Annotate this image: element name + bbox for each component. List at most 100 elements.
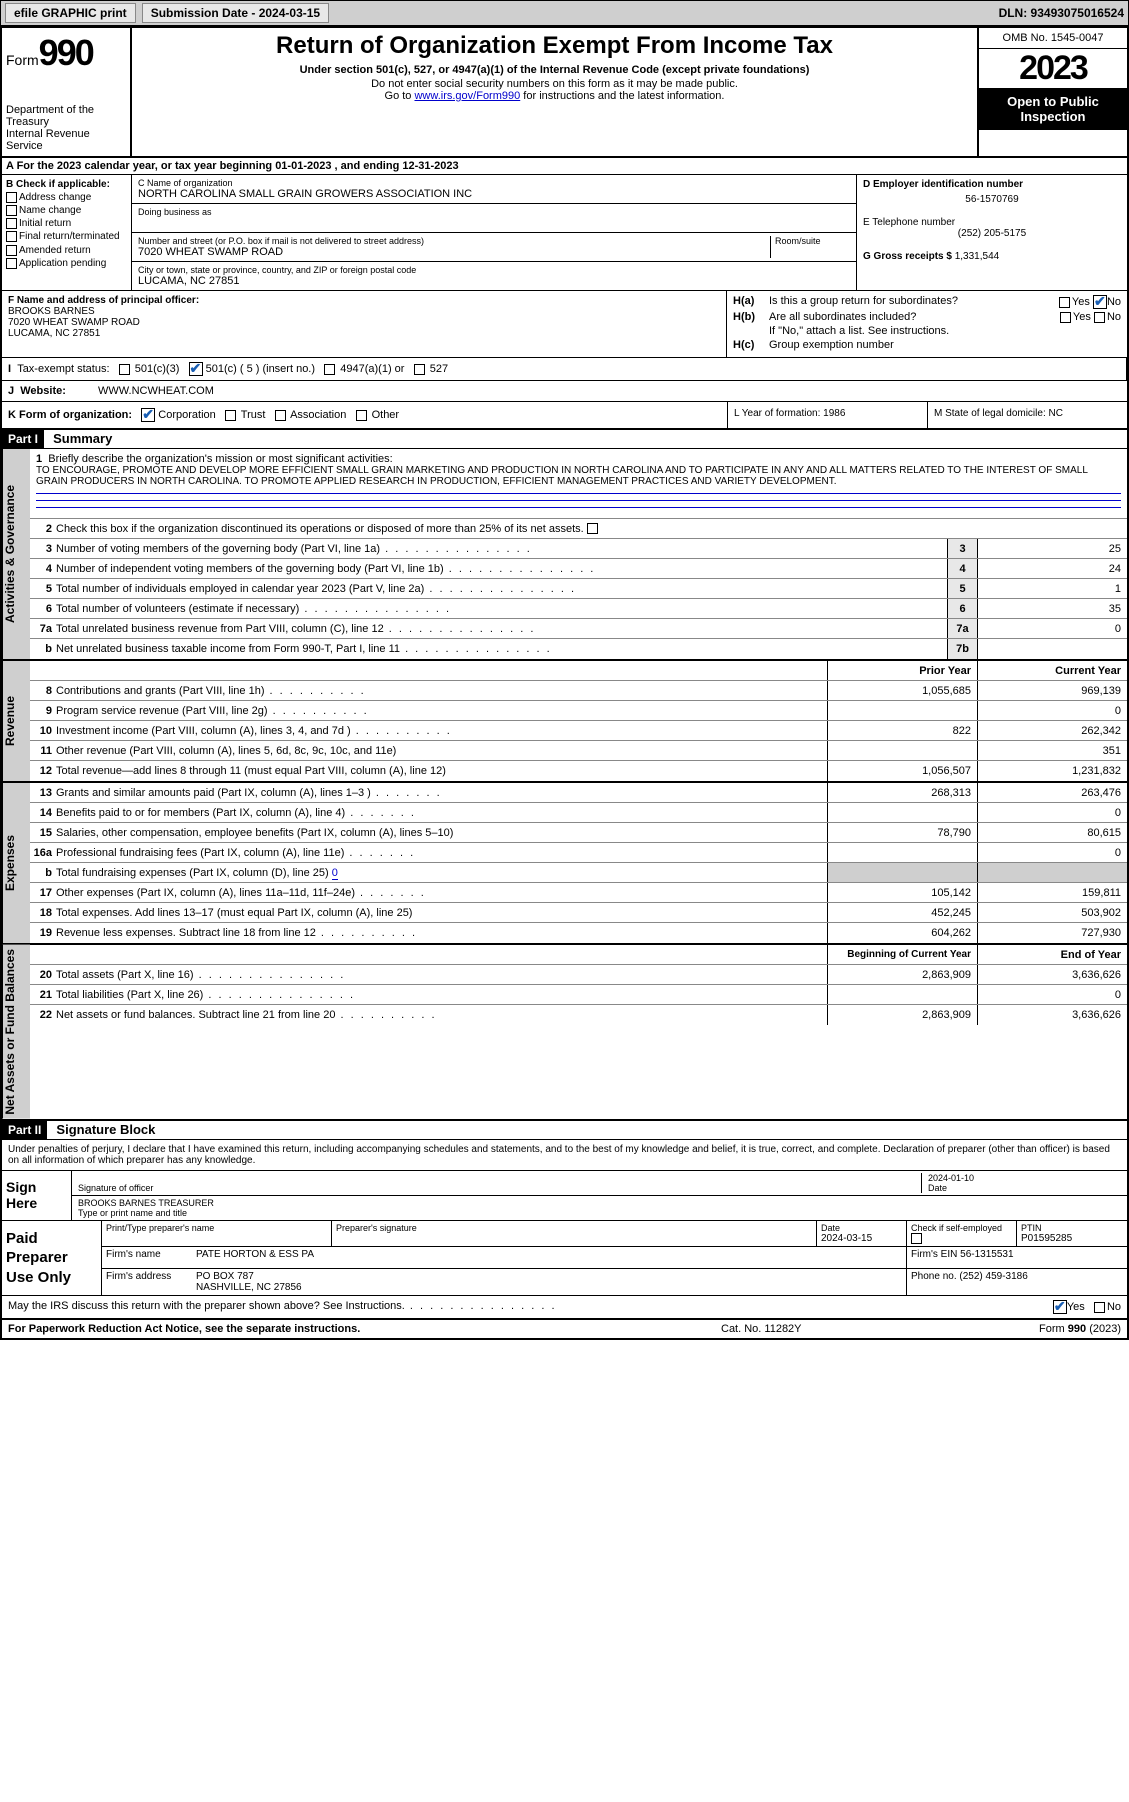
line21-prior xyxy=(827,985,977,1004)
section-de: D Employer identification number 56-1570… xyxy=(857,175,1127,290)
section-fgh: F Name and address of principal officer:… xyxy=(2,291,1127,358)
tax-year: 2023 xyxy=(979,49,1127,88)
mission-label: Briefly describe the organization's miss… xyxy=(48,453,392,465)
chk-app-pending[interactable] xyxy=(6,258,17,269)
prep-name-label: Print/Type preparer's name xyxy=(106,1223,327,1233)
line21-current: 0 xyxy=(977,985,1127,1004)
line19-current: 727,930 xyxy=(977,923,1127,943)
row-i: I Tax-exempt status: 501(c)(3) 501(c) ( … xyxy=(2,358,1127,381)
line8-text: Contributions and grants (Part VIII, lin… xyxy=(56,683,827,699)
line11-current: 351 xyxy=(977,741,1127,760)
form-ref: Form 990 (2023) xyxy=(1039,1323,1121,1335)
part2-title: Signature Block xyxy=(50,1120,161,1139)
ssn-warning: Do not enter social security numbers on … xyxy=(138,78,971,90)
line14-current: 0 xyxy=(977,803,1127,822)
chk-501c[interactable] xyxy=(189,362,203,376)
line20-current: 3,636,626 xyxy=(977,965,1127,984)
street: 7020 WHEAT SWAMP ROAD xyxy=(138,246,770,258)
form-header: Form990 Department of the Treasury Inter… xyxy=(2,28,1127,158)
line11-text: Other revenue (Part VIII, column (A), li… xyxy=(56,743,827,759)
line6-val: 35 xyxy=(977,599,1127,618)
year-formation-label: L Year of formation: xyxy=(734,408,820,419)
row-j: J Website: WWW.NCWHEAT.COM xyxy=(2,381,1127,402)
line17-current: 159,811 xyxy=(977,883,1127,902)
part1-title: Summary xyxy=(47,429,118,448)
chk-initial-return[interactable] xyxy=(6,218,17,229)
line12-current: 1,231,832 xyxy=(977,761,1127,781)
firm-name: PATE HORTON & ESS PA xyxy=(196,1249,314,1266)
ptin: P01595285 xyxy=(1021,1233,1123,1244)
line13-prior: 268,313 xyxy=(827,783,977,802)
chk-line2[interactable] xyxy=(587,523,598,534)
officer-addr2: LUCAMA, NC 27851 xyxy=(8,328,720,339)
side-revenue: Revenue xyxy=(2,661,30,781)
line16a-current: 0 xyxy=(977,843,1127,862)
chk-name-change[interactable] xyxy=(6,205,17,216)
line4-val: 24 xyxy=(977,559,1127,578)
chk-association[interactable] xyxy=(275,410,286,421)
line12-text: Total revenue—add lines 8 through 11 (mu… xyxy=(56,763,827,779)
header-right: OMB No. 1545-0047 2023 Open to Public In… xyxy=(977,28,1127,156)
chk-other[interactable] xyxy=(356,410,367,421)
irs-label: Internal Revenue Service xyxy=(6,128,126,152)
side-activities: Activities & Governance xyxy=(2,449,30,659)
tel-label: E Telephone number xyxy=(863,217,1121,228)
line16b-text: Total fundraising expenses (Part IX, col… xyxy=(56,867,329,879)
line8-prior: 1,055,685 xyxy=(827,681,977,700)
paperwork-notice: For Paperwork Reduction Act Notice, see … xyxy=(8,1323,721,1335)
chk-ha-yes[interactable] xyxy=(1059,297,1070,308)
discuss-text: May the IRS discuss this return with the… xyxy=(8,1300,1001,1314)
chk-ha-no[interactable] xyxy=(1093,295,1107,309)
firm-addr2: NASHVILLE, NC 27856 xyxy=(196,1282,302,1293)
line15-current: 80,615 xyxy=(977,823,1127,842)
chk-hb-no[interactable] xyxy=(1094,312,1105,323)
officer-name-title: BROOKS BARNES TREASURER xyxy=(78,1198,1121,1208)
line16b-val: 0 xyxy=(332,867,338,880)
line5-text: Total number of individuals employed in … xyxy=(56,581,947,597)
chk-discuss-no[interactable] xyxy=(1094,1302,1105,1313)
form-990: Form990 Department of the Treasury Inter… xyxy=(0,26,1129,1340)
chk-527[interactable] xyxy=(414,364,425,375)
sign-here-label: Sign Here xyxy=(2,1171,72,1220)
activities-governance: Activities & Governance 1 Briefly descri… xyxy=(2,449,1127,661)
form-title: Return of Organization Exempt From Incom… xyxy=(138,32,971,60)
dept-treasury: Department of the Treasury xyxy=(6,104,126,128)
chk-trust[interactable] xyxy=(225,410,236,421)
street-label: Number and street (or P.O. box if mail i… xyxy=(138,236,770,246)
netassets-section: Net Assets or Fund Balances Beginning of… xyxy=(2,945,1127,1121)
line19-text: Revenue less expenses. Subtract line 18 … xyxy=(56,925,827,941)
cat-no: Cat. No. 11282Y xyxy=(721,1323,921,1335)
firm-addr1: PO BOX 787 xyxy=(196,1271,302,1282)
signature-label: Signature of officer xyxy=(78,1183,921,1193)
chk-discuss-yes[interactable] xyxy=(1053,1300,1067,1314)
prep-sig-label: Preparer's signature xyxy=(336,1223,812,1233)
line15-prior: 78,790 xyxy=(827,823,977,842)
chk-hb-yes[interactable] xyxy=(1060,312,1071,323)
chk-501c3[interactable] xyxy=(119,364,130,375)
room-label: Room/suite xyxy=(775,236,850,246)
gross-receipts-label: G Gross receipts $ xyxy=(863,251,952,262)
chk-self-employed[interactable] xyxy=(911,1233,922,1244)
current-year-hdr: Current Year xyxy=(977,661,1127,680)
line13-current: 263,476 xyxy=(977,783,1127,802)
part1-header: Part I Summary xyxy=(2,430,1127,449)
officer-addr1: 7020 WHEAT SWAMP ROAD xyxy=(8,317,720,328)
domicile: NC xyxy=(1049,408,1063,419)
line8-current: 969,139 xyxy=(977,681,1127,700)
chk-final-return[interactable] xyxy=(6,231,17,242)
line12-prior: 1,056,507 xyxy=(827,761,977,781)
line16a-text: Professional fundraising fees (Part IX, … xyxy=(56,845,827,861)
website: WWW.NCWHEAT.COM xyxy=(98,385,214,397)
chk-amended[interactable] xyxy=(6,245,17,256)
chk-4947[interactable] xyxy=(324,364,335,375)
line22-text: Net assets or fund balances. Subtract li… xyxy=(56,1007,827,1023)
irs-link[interactable]: www.irs.gov/Form990 xyxy=(414,90,520,102)
chk-corporation[interactable] xyxy=(141,408,155,422)
chk-address-change[interactable] xyxy=(6,192,17,203)
topbar: efile GRAPHIC print Submission Date - 20… xyxy=(0,0,1129,26)
form-number: 990 xyxy=(39,32,93,73)
ptin-label: PTIN xyxy=(1021,1223,1123,1233)
year-formation: 1986 xyxy=(823,408,845,419)
discuss-row: May the IRS discuss this return with the… xyxy=(2,1295,1127,1318)
form-subtitle: Under section 501(c), 527, or 4947(a)(1)… xyxy=(138,64,971,76)
